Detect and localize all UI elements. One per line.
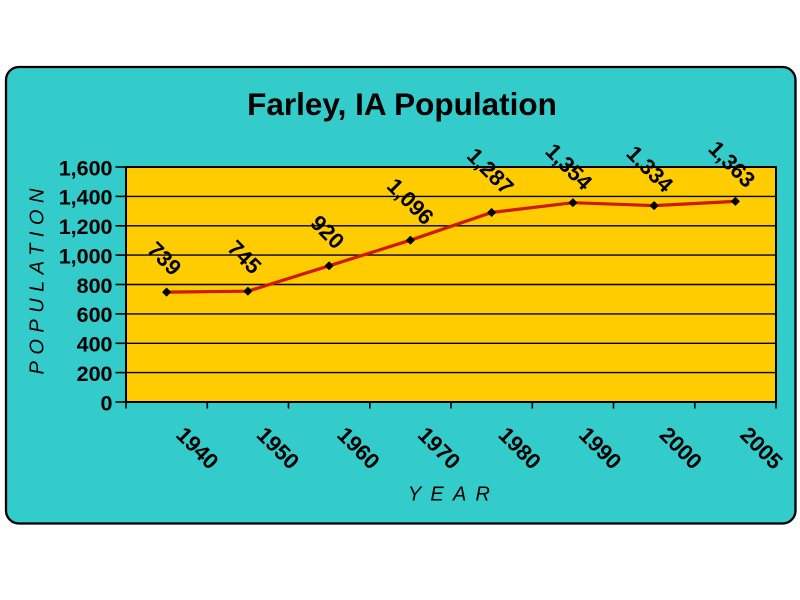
svg-text:400: 400 — [77, 333, 113, 357]
svg-text:200: 200 — [77, 362, 113, 386]
svg-text:600: 600 — [77, 303, 113, 327]
svg-text:1,600: 1,600 — [59, 156, 113, 180]
svg-text:0: 0 — [101, 391, 113, 415]
svg-text:1,400: 1,400 — [59, 186, 113, 210]
svg-text:YEAR: YEAR — [408, 484, 499, 506]
svg-text:POPULATION: POPULATION — [27, 182, 49, 374]
svg-text:1,200: 1,200 — [59, 215, 113, 239]
svg-text:800: 800 — [77, 274, 113, 298]
svg-text:Farley, IA Population: Farley, IA Population — [247, 86, 557, 122]
svg-text:1,000: 1,000 — [59, 244, 113, 268]
